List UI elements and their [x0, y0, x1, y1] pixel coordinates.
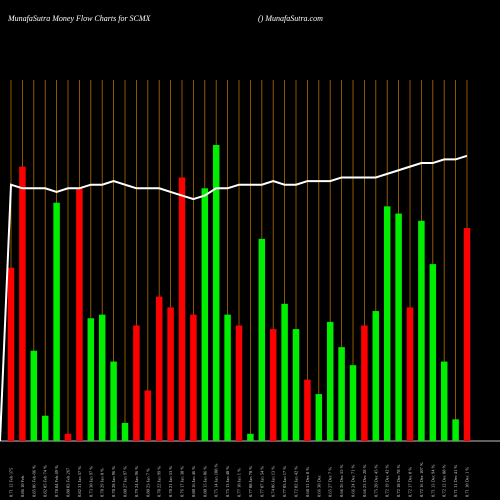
money-flow-bar: [167, 307, 174, 441]
x-tick-label: 0.78 21 Jan 53 %: [168, 466, 173, 497]
price-line-path: [0, 154, 468, 442]
money-flow-bar: [121, 422, 129, 441]
x-axis-labels: 0.71 12 Feb 375 0.86 10 Feb 0.85 06 Feb 86…: [9, 462, 470, 497]
x-tick-label: 0.78 04 Feb 49 %: [54, 465, 59, 497]
x-tick-label: 0.66 24 Dec 71 %: [351, 464, 356, 497]
x-tick-label: 0.75 14 Jan 108 %: [214, 463, 219, 497]
money-flow-bar: [304, 379, 311, 441]
x-tick-label: 0.85 06 Feb 86 %: [31, 465, 36, 497]
money-flow-bar: [155, 296, 163, 441]
money-flow-bar: [41, 415, 49, 441]
x-tick-label: 0.82 05 Feb 74 %: [43, 465, 48, 497]
x-tick-label: 0.78 22 Jan 99 %: [157, 466, 162, 497]
money-flow-bar: [429, 264, 437, 441]
x-tick-label: 0.72 19 Dec 42 %: [385, 464, 390, 497]
money-flow-bar: [418, 220, 425, 441]
site-credit: () MunafaSutra.com: [258, 14, 323, 23]
x-tick-label: 0.80 23 Jan 7 %: [145, 468, 150, 497]
x-tick-label: 0.77 08 Jan 78 %: [248, 466, 253, 497]
money-flow-bar: [19, 166, 26, 441]
x-tick-label: 0.77 07 Jan 54 %: [259, 466, 264, 497]
money-flow-bars: [7, 144, 471, 442]
money-flow-bar: [258, 238, 266, 441]
money-flow-bar: [178, 177, 186, 441]
money-flow-bar: [349, 365, 357, 441]
x-tick-label: 0.76 17 Jan 38 %: [180, 466, 185, 497]
x-tick-label: 0.75 13 Jan 48 %: [225, 466, 230, 497]
money-flow-bar: [110, 361, 117, 441]
x-tick-label: 0.77 10 Jan 1 %: [237, 468, 242, 497]
money-flow-bar: [133, 325, 140, 441]
money-flow-bar: [7, 267, 15, 441]
x-tick-label: 0.72 12 Dec 88 %: [442, 464, 447, 497]
money-flow-bar: [440, 361, 448, 441]
x-tick-label: 0.66 26 Dec 55 %: [339, 464, 344, 497]
x-tick-label: 0.72 18 Dec 78 %: [396, 464, 401, 497]
money-flow-bar: [98, 314, 106, 441]
money-flow-bar: [326, 321, 334, 441]
x-tick-label: 0.68 31 Dec 8 %: [305, 467, 310, 497]
money-flow-bar: [361, 325, 368, 441]
money-flow-bar: [64, 433, 72, 441]
money-flow-bar: [144, 390, 152, 441]
x-tick-label: 0.82 31 Jan 57 %: [77, 466, 82, 497]
x-tick-label: 0.71 13 Dec 94 %: [430, 464, 435, 497]
money-flow-bar: [235, 325, 243, 441]
x-tick-label: 0.66 30 Dec: [316, 475, 321, 497]
x-tick-label: 0.72 17 Dec 8 %: [408, 467, 413, 497]
money-flow-bar: [315, 394, 323, 441]
money-flow-bar: [269, 329, 277, 441]
money-flow-bar: [30, 350, 38, 441]
money-flow-bar: [190, 314, 197, 441]
money-flow-bar: [383, 206, 391, 441]
x-tick-label: 0.71 11 Dec 41 %: [453, 465, 458, 497]
money-flow-bar: [224, 314, 231, 441]
money-flow-bar: [87, 318, 95, 441]
x-tick-label: 0.75 20 Dec 45 %: [373, 464, 378, 497]
money-flow-bar: [395, 213, 402, 441]
money-flow-bar: [212, 144, 220, 442]
x-tick-label: 0.74 06 Jan 13 %: [271, 466, 276, 497]
x-tick-label: 0.72 02 Jan 42 %: [294, 466, 299, 497]
x-tick-label: 0.71 12 Feb 375: [9, 467, 14, 497]
x-tick-label: 0.86 10 Feb: [20, 475, 25, 497]
chart-title: MunafaSutra Money Flow Charts for SCMX: [7, 14, 152, 23]
x-tick-label: 0.79 24 Jan 96 %: [134, 466, 139, 497]
x-tick-label: 0.78 29 Jan 8 %: [100, 468, 105, 497]
price-line: [0, 154, 468, 442]
money-flow-bar: [76, 188, 83, 441]
x-tick-label: 0.80 15 Jan 86 %: [202, 466, 207, 497]
x-tick-label: 0.73 30 Jan 97 %: [88, 466, 93, 497]
x-tick-label: 0.72 16 Dec 107 %: [419, 462, 424, 497]
money-flow-bar: [452, 419, 459, 441]
x-tick-label: 0.77 03 Jan 17 %: [282, 466, 287, 497]
money-flow-bar: [247, 433, 254, 441]
money-flow-bar: [53, 202, 60, 441]
x-tick-label: 0.80 03 Feb 267: [66, 467, 71, 497]
money-flow-bar: [292, 329, 300, 441]
money-flow-bar: [201, 188, 209, 441]
x-tick-label: 0.80 16 Jan 46 %: [191, 466, 196, 497]
money-flow-bar: [406, 307, 414, 441]
x-tick-label: 0.65 27 Dec 7 %: [328, 467, 333, 497]
money-flow-bar: [463, 228, 471, 441]
money-flow-bar: [372, 311, 380, 441]
money-flow-bar: [281, 303, 288, 441]
x-tick-label: 0.71 10 Dec 1 %: [465, 467, 470, 497]
x-tick-label: 0.78 28 Jan 96 %: [111, 466, 116, 497]
x-tick-label: 0.80 27 Jan 97 %: [123, 466, 128, 497]
x-tick-label: 0.66 23 Dec 28 %: [362, 464, 367, 497]
money-flow-bar: [338, 347, 345, 441]
